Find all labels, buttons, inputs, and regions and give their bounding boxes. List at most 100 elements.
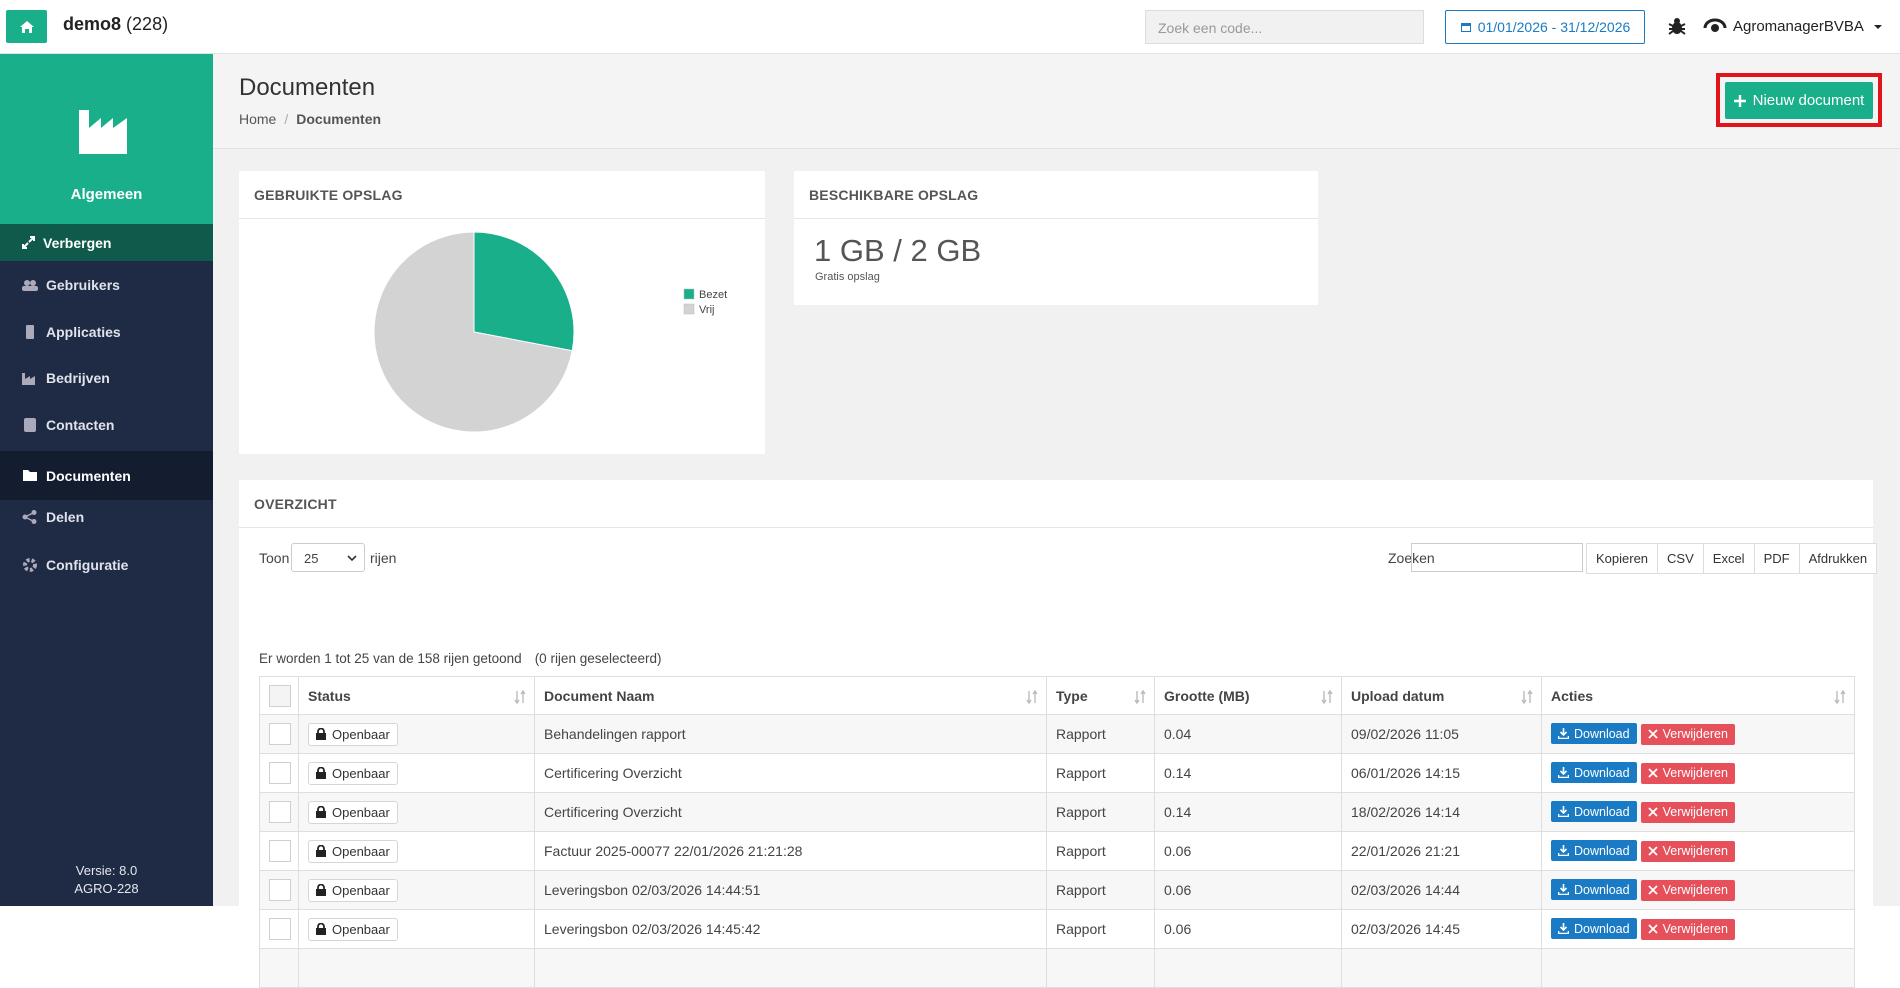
legend-swatch — [683, 288, 695, 300]
delete-button[interactable]: Verwijderen — [1640, 918, 1735, 940]
checkbox[interactable] — [269, 684, 291, 707]
delete-button[interactable]: Verwijderen — [1640, 762, 1735, 784]
export-button[interactable]: PDF — [1753, 543, 1800, 574]
status-badge: Openbaar — [308, 800, 398, 824]
sidebar-header: Algemeen — [0, 54, 213, 224]
column-title: Type — [1056, 687, 1088, 704]
table-row: Openbaar Behandelingen rapport Rapport 0.04… — [259, 714, 1855, 754]
home-button[interactable] — [6, 10, 47, 43]
menu-item[interactable]: Configuratie — [0, 542, 213, 588]
main-content: Documenten Home / Documenten Nieuw documen… — [213, 54, 1900, 988]
table-cell — [1046, 948, 1155, 988]
bug-icon[interactable] — [1666, 15, 1688, 37]
delete-button[interactable]: Verwijderen — [1640, 723, 1735, 745]
download-button[interactable]: Download — [1551, 918, 1637, 940]
table-cell: 09/02/2026 11:05 — [1341, 714, 1542, 754]
export-button[interactable]: CSV — [1657, 543, 1704, 574]
checkbox[interactable] — [269, 918, 291, 940]
column-header[interactable]: Type — [1046, 676, 1155, 715]
header-row: Status Document Naam Type Grootte (MB) Uploa… — [259, 676, 1855, 715]
download-button[interactable]: Download — [1551, 723, 1637, 745]
table-cell — [1341, 948, 1542, 988]
delete-button[interactable]: Verwijderen — [1640, 879, 1735, 901]
menu-label: Delen — [46, 509, 85, 525]
storage-note: Gratis opslag — [815, 271, 880, 283]
menu-item[interactable]: Contacten — [0, 402, 213, 448]
button-label: Verwijderen — [1662, 922, 1728, 937]
checkbox[interactable] — [269, 840, 291, 862]
lock-icon — [316, 728, 326, 740]
available-storage-card: BESCHIKBARE OPSLAG 1 GB / 2 GB Gratis op… — [794, 171, 1318, 305]
checkbox[interactable] — [269, 723, 291, 745]
status-badge: Openbaar — [308, 917, 398, 941]
selected-text: (0 rijen geselecteerd) — [534, 651, 662, 666]
checkbox-cell — [259, 870, 299, 910]
table-cell: 0.14 — [1154, 792, 1342, 832]
table-info: Er worden 1 tot 25 van de 158 rijen geto… — [259, 651, 662, 666]
menu-item[interactable]: Documenten — [0, 451, 213, 500]
table-cell: Leveringsbon 02/03/2026 14:45:42 — [534, 909, 1047, 949]
table-search-input[interactable] — [1411, 543, 1583, 572]
download-button[interactable]: Download — [1551, 840, 1637, 862]
rows-label: rijen — [370, 550, 397, 566]
section-name: Algemeen — [70, 186, 143, 203]
menu-label: Gebruikers — [46, 277, 120, 293]
column-header[interactable]: Upload datum — [1341, 676, 1542, 715]
cell-text: Certificering Overzicht — [544, 765, 682, 781]
actions-cell: Download Verwijderen — [1541, 870, 1855, 910]
checkbox[interactable] — [269, 801, 291, 823]
table-cell: 0.06 — [1154, 909, 1342, 949]
cell-text: Rapport — [1056, 882, 1106, 898]
table-cell: Openbaar — [298, 909, 535, 949]
table-cell: 22/01/2026 21:21 — [1341, 831, 1542, 871]
cell-text: 0.06 — [1164, 882, 1192, 898]
table-cell: Certificering Overzicht — [534, 792, 1047, 832]
page-size: 25 — [304, 551, 319, 566]
menu-label: Configuratie — [46, 557, 129, 573]
download-button[interactable]: Download — [1551, 801, 1637, 823]
table-row — [259, 948, 1855, 988]
storage-value: 1 GB / 2 GB — [814, 233, 982, 268]
legend-label: Vrij — [699, 304, 714, 316]
status-label: Openbaar — [332, 921, 390, 937]
column-header[interactable]: Grootte (MB) — [1154, 676, 1342, 715]
table-row: Openbaar Factuur 2025-00077 22/01/2026 21… — [259, 831, 1855, 871]
download-button[interactable]: Download — [1551, 762, 1637, 784]
column-title: Document Naam — [544, 687, 655, 704]
sidebar-toggle[interactable]: Verbergen — [0, 224, 213, 261]
pie-slice — [473, 231, 575, 352]
user-menu[interactable]: AgromanagerBVBA — [1733, 18, 1883, 35]
date-range-button[interactable]: 01/01/2026 - 31/12/2026 — [1445, 10, 1645, 44]
cell-text: Rapport — [1056, 765, 1106, 781]
button-label: Download — [1574, 765, 1630, 780]
column-header[interactable]: Document Naam — [534, 676, 1047, 715]
page-size-select[interactable]: 25 — [291, 543, 365, 572]
column-header[interactable]: Status — [298, 676, 535, 715]
column-header[interactable]: Acties — [1541, 676, 1855, 715]
menu-label: Applicaties — [46, 324, 121, 340]
search-input[interactable]: Zoek een code... — [1145, 10, 1424, 44]
table-cell: Openbaar — [298, 831, 535, 871]
checkbox[interactable] — [269, 762, 291, 784]
export-button[interactable]: Excel — [1702, 543, 1755, 574]
table-cell: 0.06 — [1154, 831, 1342, 871]
export-button[interactable]: Afdrukken — [1798, 543, 1878, 574]
export-button[interactable]: Kopieren — [1586, 543, 1659, 574]
actions-cell: Download Verwijderen — [1541, 909, 1855, 949]
delete-button[interactable]: Verwijderen — [1640, 801, 1735, 823]
menu-item[interactable]: Gebruikers — [0, 262, 213, 308]
menu-item[interactable]: Delen — [0, 494, 213, 540]
cell-text: 02/03/2026 14:45 — [1351, 921, 1460, 937]
checkbox-cell — [259, 714, 299, 754]
checkbox[interactable] — [269, 879, 291, 901]
menu-item[interactable]: Applicaties — [0, 309, 213, 355]
breadcrumb: Home / Documenten — [239, 111, 382, 127]
breadcrumb-item[interactable]: Home — [239, 111, 277, 127]
export-buttons: Kopieren CSV Excel PDF Afdrukken — [1586, 543, 1878, 574]
table-row: Openbaar Certificering Overzicht Rapport 0.… — [259, 753, 1855, 793]
new-document-button[interactable]: Nieuw document — [1725, 82, 1873, 119]
download-button[interactable]: Download — [1551, 879, 1637, 901]
table-cell: Rapport — [1046, 714, 1155, 754]
delete-button[interactable]: Verwijderen — [1640, 840, 1735, 862]
menu-item[interactable]: Bedrijven — [0, 355, 213, 401]
